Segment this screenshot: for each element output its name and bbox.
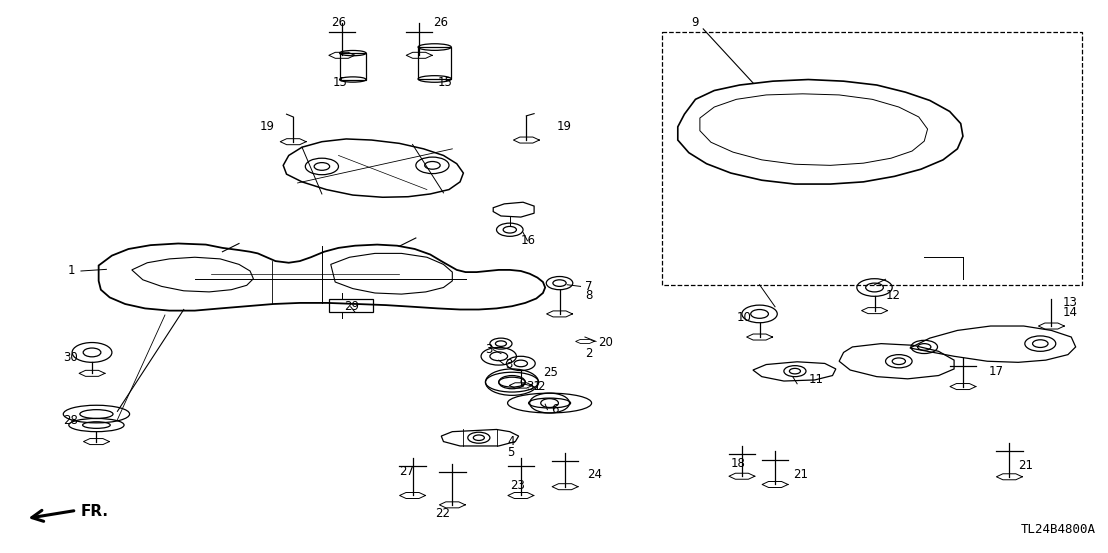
Text: 2: 2 bbox=[537, 380, 545, 393]
Text: 20: 20 bbox=[598, 336, 613, 349]
Text: 21: 21 bbox=[792, 468, 808, 481]
Text: 27: 27 bbox=[399, 465, 414, 478]
Text: 17: 17 bbox=[988, 364, 1004, 378]
Text: 10: 10 bbox=[737, 311, 751, 324]
Bar bbox=[329, 299, 372, 312]
Text: 19: 19 bbox=[556, 121, 572, 133]
Bar bbox=[418, 47, 451, 79]
Text: 25: 25 bbox=[543, 366, 557, 379]
Text: 18: 18 bbox=[731, 457, 746, 470]
Text: 12: 12 bbox=[885, 289, 901, 302]
Text: 28: 28 bbox=[63, 414, 79, 427]
Text: 11: 11 bbox=[808, 373, 823, 387]
Text: 3: 3 bbox=[505, 358, 513, 371]
Text: 8: 8 bbox=[585, 289, 593, 302]
Text: 6: 6 bbox=[551, 403, 558, 416]
Text: TL24B4800A: TL24B4800A bbox=[1020, 523, 1096, 536]
Text: 7: 7 bbox=[585, 280, 593, 293]
Text: 24: 24 bbox=[587, 468, 602, 481]
Text: 22: 22 bbox=[434, 507, 450, 520]
Text: 15: 15 bbox=[438, 76, 453, 90]
Text: 21: 21 bbox=[1018, 459, 1033, 472]
Text: 2: 2 bbox=[585, 347, 593, 360]
Text: 16: 16 bbox=[521, 234, 536, 247]
Text: 31: 31 bbox=[526, 380, 541, 393]
Text: 23: 23 bbox=[510, 479, 525, 492]
Text: 9: 9 bbox=[691, 16, 698, 29]
Text: 5: 5 bbox=[507, 446, 515, 459]
Text: 14: 14 bbox=[1063, 306, 1077, 319]
Text: 13: 13 bbox=[1063, 296, 1077, 310]
Text: 1: 1 bbox=[68, 264, 75, 278]
Text: FR.: FR. bbox=[81, 504, 109, 519]
Text: 15: 15 bbox=[334, 76, 348, 90]
Text: 19: 19 bbox=[260, 121, 275, 133]
Text: 3: 3 bbox=[485, 343, 493, 356]
Text: 29: 29 bbox=[343, 300, 359, 313]
Text: 26: 26 bbox=[331, 16, 346, 29]
Text: 30: 30 bbox=[63, 352, 78, 364]
Text: 26: 26 bbox=[433, 16, 449, 29]
Bar bbox=[663, 32, 1083, 285]
Text: 4: 4 bbox=[507, 435, 515, 448]
Bar bbox=[339, 53, 366, 80]
